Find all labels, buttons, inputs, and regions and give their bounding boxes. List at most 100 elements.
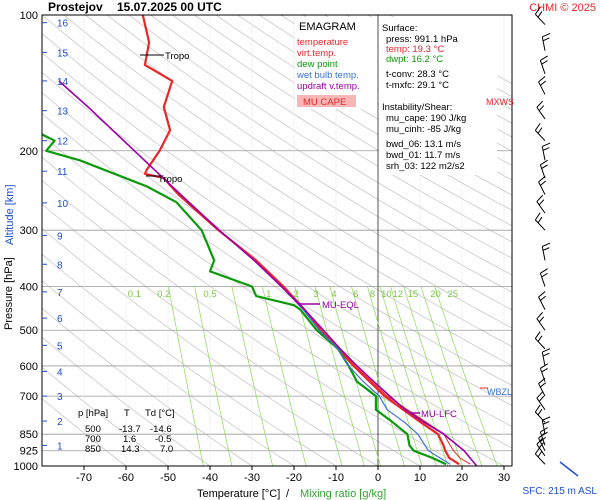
table-row-850-p: 850 xyxy=(85,444,101,455)
wind-barb xyxy=(541,242,551,261)
profile-annotations: Tropo Tropo MU-EQL MU-LFC WBZL MXWS xyxy=(140,51,514,420)
mixing-ratio-line xyxy=(261,286,307,466)
mixing-ratio-line xyxy=(294,286,343,466)
wind-barbs xyxy=(534,6,579,477)
table-header-td: Td [°C] xyxy=(145,408,175,419)
bwd-01-value: bwd_01: 11.7 m/s xyxy=(386,150,461,161)
wind-barb xyxy=(541,142,551,161)
tropo-label-lower: Tropo xyxy=(158,174,182,185)
valid-datetime: 15.07.2025 00 UTC xyxy=(117,0,222,14)
pressure-tick-label: 1000 xyxy=(14,461,38,473)
surface-wind-arrow xyxy=(559,461,579,477)
mxws-label: MXWS xyxy=(486,97,514,107)
dry-adiabat xyxy=(128,15,512,259)
legend-virt-temp: virt.temp. xyxy=(297,48,336,59)
t-mxfc: t-mxfc: 29.1 °C xyxy=(386,80,449,91)
table-row-500-p: 500 xyxy=(85,424,101,435)
legend-dew-point: dew point xyxy=(297,59,338,70)
x-axis-title-separator: / xyxy=(286,488,290,500)
y-axis-title: Pressure [hPa] xyxy=(3,257,15,330)
legend: EMAGRAM temperature virt.temp. dew point… xyxy=(295,17,377,109)
level-table: p [hPa] T Td [°C] 500 -13.7 -14.6 700 1.… xyxy=(78,408,175,455)
mixing-ratio-line xyxy=(434,286,498,466)
pressure-tick-label: 400 xyxy=(20,282,38,294)
table-row-700-t: 1.6 xyxy=(123,434,136,445)
mu-eql-label: MU-EQL xyxy=(322,300,359,311)
credit-label: CHMI © 2025 xyxy=(529,2,596,14)
pressure-tick-label: 850 xyxy=(20,429,38,441)
surface-title: Surface: xyxy=(382,23,417,34)
instability-title: Instability/Shear: xyxy=(382,102,452,113)
pressure-tick-label: 925 xyxy=(20,446,38,458)
mixing-ratio-line xyxy=(420,286,483,466)
wind-barb xyxy=(541,32,551,51)
mixing-ratio-line xyxy=(403,286,463,466)
altitude-tick-label: 13 xyxy=(57,107,69,118)
wind-barb xyxy=(541,348,551,367)
mixing-ratio-line xyxy=(367,286,423,466)
pressure-tick-label: 200 xyxy=(20,146,38,158)
legend-title: EMAGRAM xyxy=(299,21,356,33)
altitude-tick-label: 11 xyxy=(57,167,68,178)
temperature-tick-label: -30 xyxy=(244,472,260,484)
table-header-t: T xyxy=(124,408,130,419)
dry-adiabat xyxy=(215,15,512,196)
temperature-tick-label: -20 xyxy=(286,472,302,484)
dry-adiabat xyxy=(42,52,512,367)
sounding-stats: Surface: press: 991.1 hPa temp: 19.3 °C … xyxy=(379,17,497,175)
series-virt-temp xyxy=(178,194,471,465)
wind-barb xyxy=(536,312,546,331)
table-row-700-td: -0.5 xyxy=(155,434,171,445)
dry-adiabat xyxy=(42,71,512,386)
mixing-ratio-label: 3 xyxy=(313,289,318,300)
altitude-tick-label: 8 xyxy=(57,260,63,271)
altitude-tick-label: 1 xyxy=(57,441,63,452)
altitude-tick-label: 9 xyxy=(57,231,63,242)
mixing-ratio-line xyxy=(194,286,233,466)
altitude-tick-label: 2 xyxy=(57,417,63,428)
mixing-ratio-line xyxy=(231,286,273,466)
legend-mucape: MU CAPE xyxy=(303,97,346,108)
series-dew-point xyxy=(42,133,447,466)
mixing-ratio-label: 0.5 xyxy=(203,289,216,300)
mixing-ratio-label: 25 xyxy=(447,289,458,300)
surface-pressure: press: 991.1 hPa xyxy=(386,34,459,45)
wind-barb xyxy=(534,6,546,25)
wind-barb xyxy=(534,331,546,350)
pressure-tick-label: 600 xyxy=(20,361,38,373)
mixing-ratio-label: 6 xyxy=(353,289,358,300)
wind-barb xyxy=(536,391,546,410)
wind-barb xyxy=(539,363,548,382)
altitude-tick-label: 4 xyxy=(57,367,63,378)
station-name: Prostejov xyxy=(48,0,103,14)
wind-barb xyxy=(541,416,551,435)
t-conv: t-conv: 28.3 °C xyxy=(386,69,449,80)
mixing-ratio-label: 4 xyxy=(331,289,336,300)
wind-barb xyxy=(534,446,546,465)
mixing-ratio-label: 12 xyxy=(392,289,403,300)
series-updraft-v-temp xyxy=(58,80,478,466)
series-wet-bulb-temp xyxy=(280,286,451,465)
axes: 0.1 0.2 0.5 1 2 3 4 6 8 10 12 15 20 25100200300400500… xyxy=(14,10,511,484)
wind-barb xyxy=(538,291,546,310)
srh-03-value: srh_03: 122 m2/s2 xyxy=(386,161,465,172)
mixing-ratio-label: 15 xyxy=(408,289,419,300)
table-row-850-td: 7.0 xyxy=(160,444,173,455)
table-row-500-td: -14.6 xyxy=(150,424,172,435)
dry-adiabat xyxy=(42,33,512,348)
wind-barb xyxy=(536,100,546,120)
dry-adiabat xyxy=(63,15,512,311)
wbzl-label: WBZL xyxy=(487,387,512,397)
altitude-tick-label: 3 xyxy=(57,392,63,403)
legend-wet-bulb: wet bulb temp. xyxy=(296,70,359,81)
dry-adiabat xyxy=(106,15,512,276)
dry-adiabat xyxy=(172,15,512,227)
altitude-tick-label: 7 xyxy=(57,288,63,299)
wind-barb xyxy=(538,377,546,397)
temperature-tick-label: 30 xyxy=(498,472,510,484)
temperature-tick-label: 0 xyxy=(375,472,381,484)
mu-lfc-label: MU-LFC xyxy=(421,409,457,420)
temperature-tick-label: 20 xyxy=(456,472,468,484)
wind-barb xyxy=(539,159,548,179)
